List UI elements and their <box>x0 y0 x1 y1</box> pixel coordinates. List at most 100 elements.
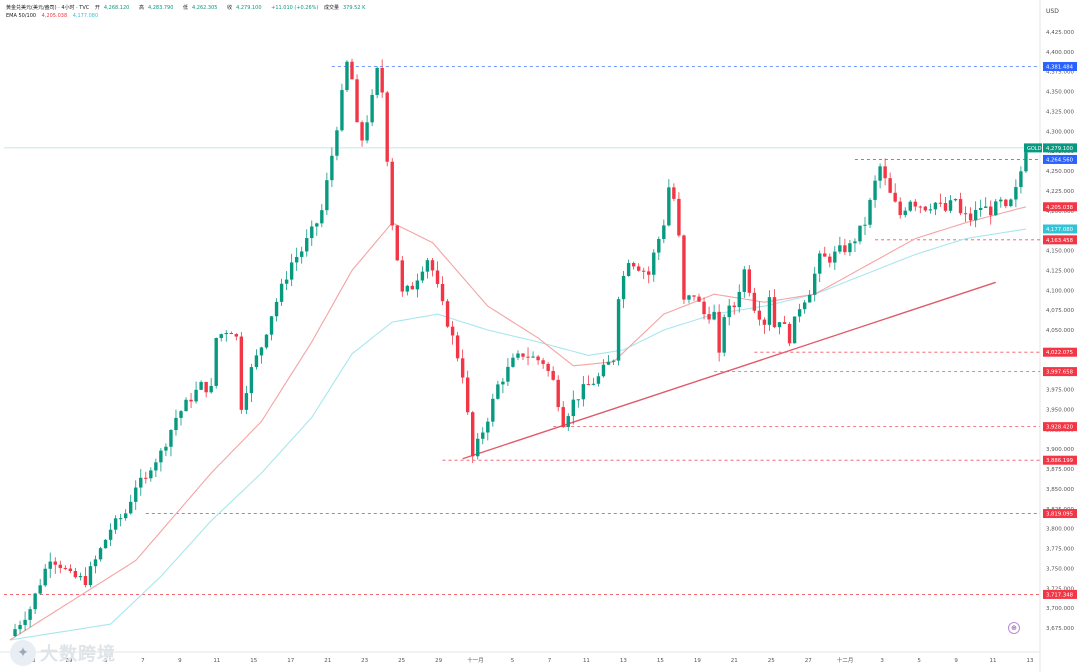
x-tick-label: 15 <box>250 658 257 664</box>
candle-body <box>445 301 450 327</box>
candle-body <box>139 477 143 488</box>
candle-body <box>601 364 606 377</box>
candle-body <box>103 539 108 549</box>
watermark: ✦ 大数跨境 <box>10 640 116 666</box>
price-level-label-bg <box>1043 143 1077 153</box>
close-value: 4,279.100 <box>236 5 262 11</box>
candle-body <box>395 225 399 261</box>
candle-body <box>460 358 465 378</box>
ema-label: EMA 50/100 <box>6 13 37 19</box>
candle-body <box>853 241 857 244</box>
candle-body <box>913 201 917 207</box>
y-tick-label: 4,250.000 <box>1046 169 1074 175</box>
candle-body <box>813 273 817 295</box>
price-level-label-bg <box>1043 224 1077 234</box>
candle-body <box>360 122 364 141</box>
candle-body <box>747 269 752 293</box>
candle-body <box>471 412 475 457</box>
candle-body <box>848 243 852 253</box>
candle-body <box>978 207 983 210</box>
y-tick-label: 4,100.000 <box>1046 288 1074 294</box>
candle-body <box>687 295 691 300</box>
y-tick-label: 4,200.000 <box>1046 209 1074 215</box>
candle-body <box>858 225 862 242</box>
candle-body <box>662 225 666 239</box>
candle-body <box>310 226 314 239</box>
candle-body <box>1014 187 1018 200</box>
candle-body <box>88 566 93 586</box>
candle-body <box>375 67 379 95</box>
candle-body <box>1019 171 1023 188</box>
candle-body <box>274 301 279 317</box>
candle-body <box>279 283 284 302</box>
candle-body <box>767 297 772 325</box>
ema100-value: 4,177.080 <box>72 13 99 19</box>
candle-body <box>953 199 958 201</box>
candle-body <box>48 561 52 569</box>
candle-body <box>863 224 867 226</box>
candle-body <box>838 245 842 252</box>
candle-body <box>365 122 369 141</box>
candle-body <box>355 79 359 123</box>
candle-body <box>440 283 445 302</box>
candle-body <box>455 335 460 359</box>
x-tick-label: 29 <box>65 658 72 664</box>
candle-body <box>486 421 490 433</box>
candle-body <box>68 568 73 572</box>
candle-body <box>802 302 807 310</box>
candle-body <box>400 260 404 292</box>
chart-header-ema: EMA 50/100 4,205.038 4,177.080 <box>6 13 102 20</box>
y-tick-label: 3,775.000 <box>1046 547 1074 553</box>
candle-body <box>129 501 133 514</box>
price-level-label-bg <box>1043 62 1077 72</box>
candle-body <box>385 92 389 162</box>
currency-label: USD <box>1046 8 1059 15</box>
y-tick-label: 4,325.000 <box>1046 109 1074 115</box>
candle-body <box>450 326 455 336</box>
x-tick-label: 27 <box>805 658 812 664</box>
ema50-line <box>9 206 1027 641</box>
candle-body <box>1004 199 1008 207</box>
candle-body <box>73 571 78 578</box>
candle-body <box>83 576 88 586</box>
y-tick-label: 3,725.000 <box>1046 586 1074 592</box>
candle-body <box>249 367 254 394</box>
candle-body <box>616 299 621 361</box>
candle-body <box>491 398 495 422</box>
x-tick-label: 19 <box>694 658 701 664</box>
candle-body <box>38 585 42 594</box>
price-level-label: 3,819.095 <box>1046 512 1073 518</box>
candle-body <box>204 381 208 393</box>
candle-body <box>123 513 128 519</box>
y-tick-label: 3,875.000 <box>1046 467 1074 473</box>
candle-body <box>149 470 153 479</box>
candle-body <box>702 301 706 315</box>
candle-body <box>320 210 324 224</box>
gold-tag-text: GOLD <box>1027 146 1042 152</box>
candle-body <box>727 305 731 318</box>
y-tick-label: 4,225.000 <box>1046 189 1074 195</box>
candle-body <box>194 389 198 402</box>
x-tick-label: 13 <box>1027 658 1034 664</box>
candle-body <box>742 269 746 292</box>
candle-body <box>888 178 892 193</box>
candle-body <box>78 576 83 578</box>
candle-body <box>390 161 394 226</box>
candle-body <box>144 477 148 479</box>
x-tick-label: 23 <box>361 658 368 664</box>
open-value: 4,268.120 <box>103 5 130 11</box>
candle-body <box>823 253 827 257</box>
candle-body <box>219 334 223 339</box>
candle-body <box>214 338 218 386</box>
x-tick-label: 3 <box>104 658 108 664</box>
y-tick-label: 3,850.000 <box>1046 487 1074 493</box>
candle-body <box>994 201 998 216</box>
candle-body <box>893 192 897 202</box>
candle-body <box>828 256 832 263</box>
watermark-text: 大数跨境 <box>40 644 116 665</box>
candle-body <box>989 206 993 216</box>
tradingview-badge-icon[interactable]: ⊕ <box>1008 622 1020 634</box>
y-tick-label: 4,400.000 <box>1046 50 1074 56</box>
x-tick-label: 7 <box>141 658 145 664</box>
